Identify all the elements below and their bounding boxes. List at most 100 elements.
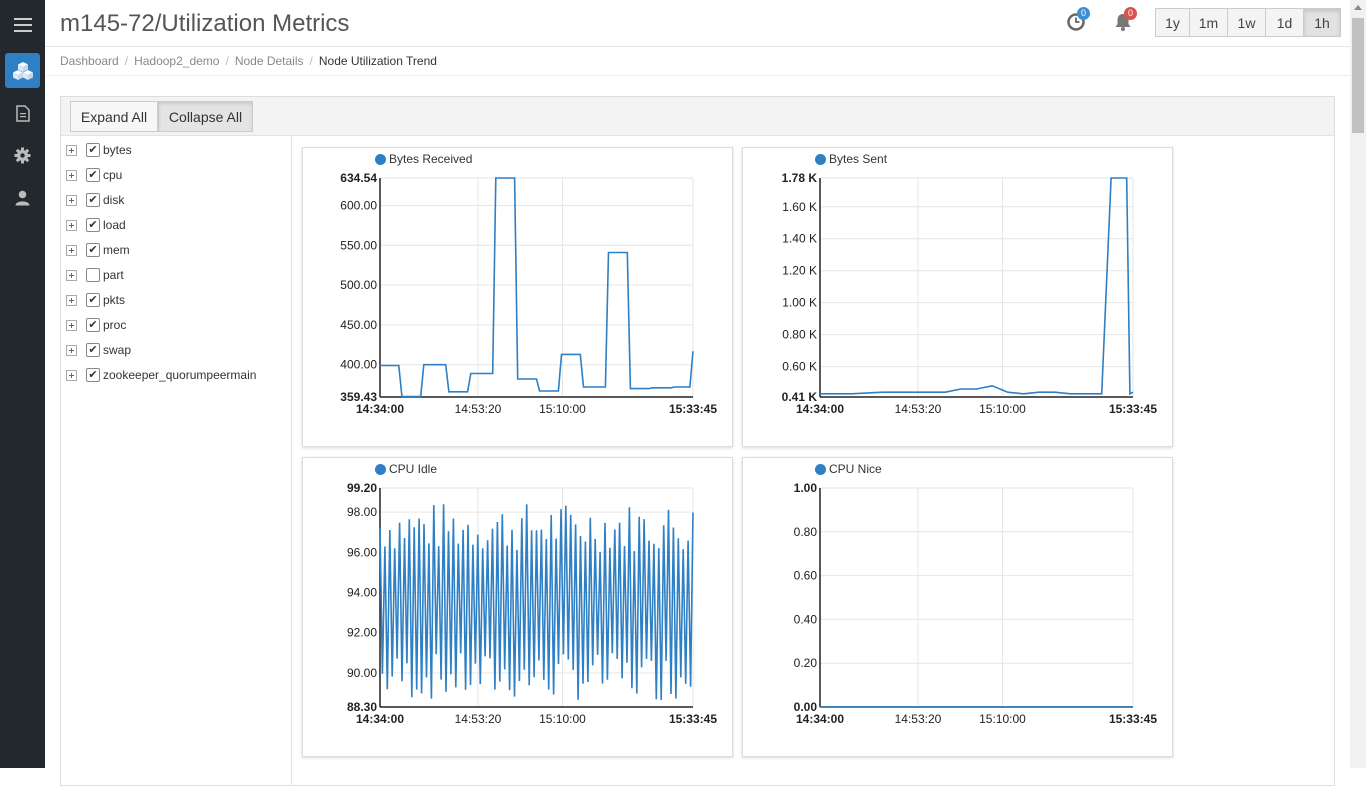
tree-checkbox[interactable]: ✔	[86, 368, 100, 382]
user-icon[interactable]	[5, 180, 40, 215]
breadcrumb-dashboard[interactable]: Dashboard	[60, 54, 119, 68]
range-1m-button[interactable]: 1m	[1189, 8, 1228, 37]
tree-item-label: mem	[103, 243, 130, 257]
x-tick-label: 15:10:00	[979, 712, 1026, 726]
y-tick-label: 400.00	[340, 358, 377, 372]
legend-dot-icon	[375, 463, 386, 475]
expand-icon[interactable]	[66, 219, 77, 231]
breadcrumb-hadoop2-demo[interactable]: Hadoop2_demo	[134, 54, 220, 68]
y-tick-label: 1.40 K	[782, 232, 817, 246]
document-icon[interactable]	[5, 96, 40, 131]
expand-icon[interactable]	[66, 369, 77, 381]
tree-checkbox[interactable]: ✔	[86, 218, 100, 232]
tree-item-proc[interactable]: ✔ proc	[66, 315, 126, 335]
range-1d-button[interactable]: 1d	[1265, 8, 1304, 37]
y-tick-label: 550.00	[340, 238, 377, 252]
breadcrumb: Dashboard / Hadoop2_demo / Node Details / Node…	[60, 54, 437, 68]
menu-icon[interactable]	[5, 7, 40, 42]
tree-item-pkts[interactable]: ✔ pkts	[66, 290, 125, 310]
y-tick-label: 500.00	[340, 278, 377, 292]
chart-bytes-received: Bytes Received 634.54 600.00 550.00 500.00 4…	[302, 147, 733, 447]
chart-cpu-idle: CPU Idle 99.20 98.00 96.00 94.00 92.00 90.00 8…	[302, 457, 733, 757]
tree-item-swap[interactable]: ✔ swap	[66, 340, 131, 360]
y-tick-label: 96.00	[347, 545, 377, 559]
x-tick-label: 15:33:45	[1109, 712, 1157, 726]
expand-icon[interactable]	[66, 344, 77, 356]
scroll-up-icon[interactable]	[1354, 5, 1362, 10]
tree-checkbox[interactable]: ✔	[86, 243, 100, 257]
chart-plot[interactable]: 634.54 600.00 550.00 500.00 450.00 400.00 359.…	[303, 148, 734, 448]
scrollbar[interactable]	[1350, 0, 1366, 768]
expand-all-button[interactable]: Expand All	[70, 101, 158, 132]
tree-item-bytes[interactable]: ✔ bytes	[66, 140, 132, 160]
expand-icon[interactable]	[66, 144, 77, 156]
x-tick-label: 14:53:20	[455, 712, 502, 726]
y-tick-label: 0.80 K	[782, 328, 817, 342]
tree-checkbox[interactable]: ✔	[86, 193, 100, 207]
tree-checkbox[interactable]: ✔	[86, 343, 100, 357]
y-tick-label: 0.41 K	[782, 390, 818, 404]
expand-icon[interactable]	[66, 294, 77, 306]
range-1h-button[interactable]: 1h	[1303, 8, 1341, 37]
expand-icon[interactable]	[66, 244, 77, 256]
gear-icon[interactable]	[5, 138, 40, 173]
tree-item-load[interactable]: ✔ load	[66, 215, 126, 235]
y-tick-label: 92.00	[347, 626, 377, 640]
y-tick-label: 94.00	[347, 585, 377, 599]
range-1y-button[interactable]: 1y	[1155, 8, 1190, 37]
x-tick-label: 15:10:00	[539, 712, 586, 726]
chart-legend[interactable]: CPU Idle	[375, 462, 437, 476]
tree-checkbox[interactable]: ✔	[86, 168, 100, 182]
tree-checkbox[interactable]	[86, 268, 100, 282]
tree-item-part[interactable]: part	[66, 265, 124, 285]
tree-item-cpu[interactable]: ✔ cpu	[66, 165, 122, 185]
tree-item-label: proc	[103, 318, 127, 332]
tree-item-label: swap	[103, 343, 132, 357]
expand-icon[interactable]	[66, 194, 77, 206]
series-line	[820, 177, 1134, 396]
x-tick-label: 14:34:00	[796, 402, 844, 416]
range-1w-button[interactable]: 1w	[1227, 8, 1266, 37]
legend-label: CPU Nice	[829, 462, 882, 476]
y-tick-label: 359.43	[340, 390, 377, 404]
y-tick-label: 1.00	[794, 481, 818, 495]
tree-checkbox[interactable]: ✔	[86, 293, 100, 307]
tree-item-label: load	[103, 218, 126, 232]
cubes-icon[interactable]	[5, 53, 40, 88]
tree-item-mem[interactable]: ✔ mem	[66, 240, 130, 260]
chart-cpu-nice: CPU Nice 1.00 0.80 0.60 0.40 0.20 0.00 14:34:0…	[742, 457, 1173, 757]
history-icon[interactable]: 0	[1065, 7, 1090, 34]
x-tick-label: 15:33:45	[669, 712, 717, 726]
divider	[45, 75, 1350, 76]
expand-icon[interactable]	[66, 269, 77, 281]
chart-bytes-sent: Bytes Sent 1.78 K 1.60 K 1.40 K 1.20 K 1.00 …	[742, 147, 1173, 447]
page-title: m145-72/Utilization Metrics	[60, 10, 350, 37]
tree-item-label: part	[103, 268, 124, 282]
tree-item-label: disk	[103, 193, 125, 207]
x-tick-label: 15:10:00	[979, 402, 1026, 416]
x-tick-label: 15:10:00	[539, 402, 586, 416]
chart-plot[interactable]: 99.20 98.00 96.00 94.00 92.00 90.00 88.3014:34…	[303, 458, 734, 758]
y-tick-label: 600.00	[340, 198, 377, 212]
breadcrumb-current: Node Utilization Trend	[318, 54, 437, 68]
tree-item-label: pkts	[103, 293, 126, 307]
chart-plot[interactable]: 1.78 K 1.60 K 1.40 K 1.20 K 1.00 K 0.80 K 0.60…	[743, 148, 1174, 448]
y-tick-label: 99.20	[347, 481, 377, 495]
tree-item-zookeeper_quorumpeermain[interactable]: ✔ zookeeper_quorumpeermain	[66, 365, 256, 385]
expand-icon[interactable]	[66, 169, 77, 181]
bell-icon[interactable]: 0	[1112, 7, 1137, 34]
collapse-all-button[interactable]: Collapse All	[158, 101, 253, 132]
breadcrumb-node-details[interactable]: Node Details	[234, 54, 304, 68]
tree-checkbox[interactable]: ✔	[86, 143, 100, 157]
y-tick-label: 88.30	[347, 700, 377, 714]
chart-legend[interactable]: Bytes Received	[375, 152, 472, 166]
tree-item-disk[interactable]: ✔ disk	[66, 190, 124, 210]
chart-legend[interactable]: Bytes Sent	[815, 152, 887, 166]
tree-checkbox[interactable]: ✔	[86, 318, 100, 332]
legend-label: Bytes Sent	[829, 152, 888, 166]
chart-legend[interactable]: CPU Nice	[815, 462, 882, 476]
expand-icon[interactable]	[66, 319, 77, 331]
scroll-thumb[interactable]	[1352, 18, 1364, 133]
alert-count-badge: 0	[1124, 7, 1137, 20]
